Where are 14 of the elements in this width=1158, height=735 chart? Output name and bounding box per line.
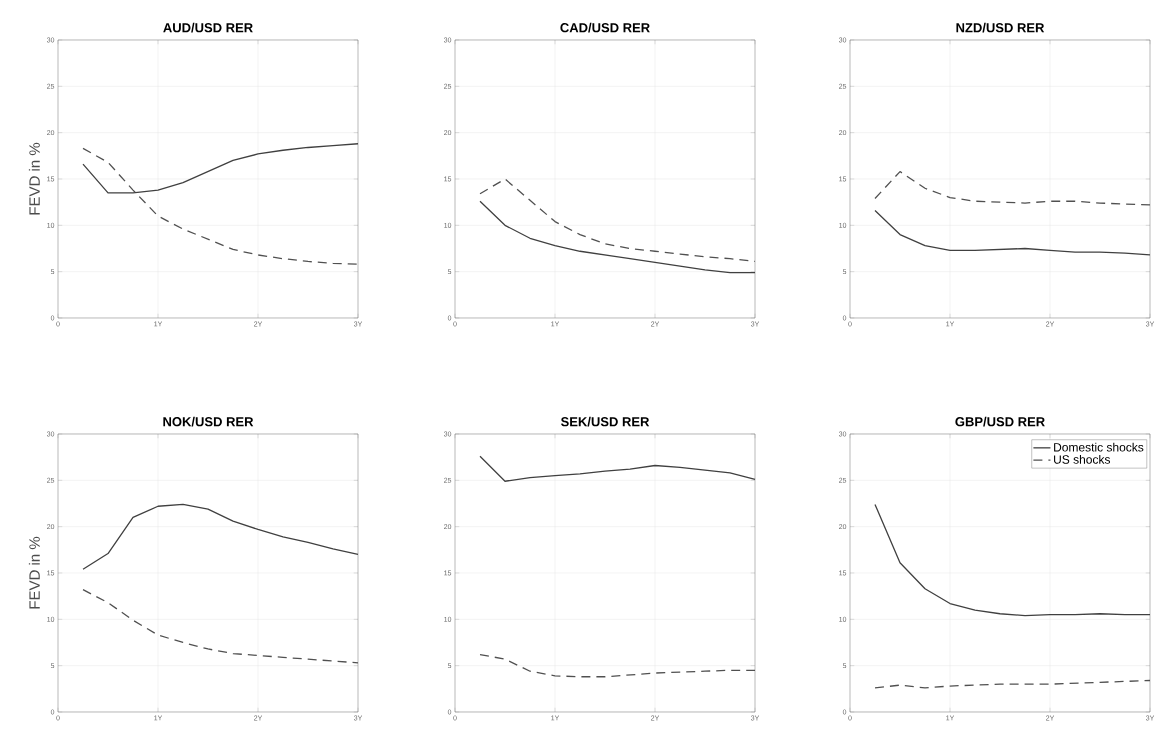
line-series bbox=[82, 503, 359, 570]
chart-title: NZD/USD RER bbox=[956, 22, 1045, 33]
chart-title: GBP/USD RER bbox=[955, 416, 1045, 427]
line-series bbox=[479, 178, 756, 263]
chart-title: AUD/USD RER bbox=[163, 22, 253, 33]
line-series bbox=[874, 503, 1151, 617]
line-series bbox=[874, 170, 1151, 206]
chart-title: CAD/USD RER bbox=[560, 22, 650, 33]
y-axis-title: FEVD in % bbox=[28, 536, 40, 609]
legend-label: US shocks bbox=[1054, 454, 1111, 464]
chart-title: NOK/USD RER bbox=[163, 416, 254, 427]
y-axis-title: FEVD in % bbox=[28, 142, 40, 215]
legend-label: Domestic shocks bbox=[1054, 442, 1144, 452]
chart-title: SEK/USD RER bbox=[560, 416, 650, 427]
